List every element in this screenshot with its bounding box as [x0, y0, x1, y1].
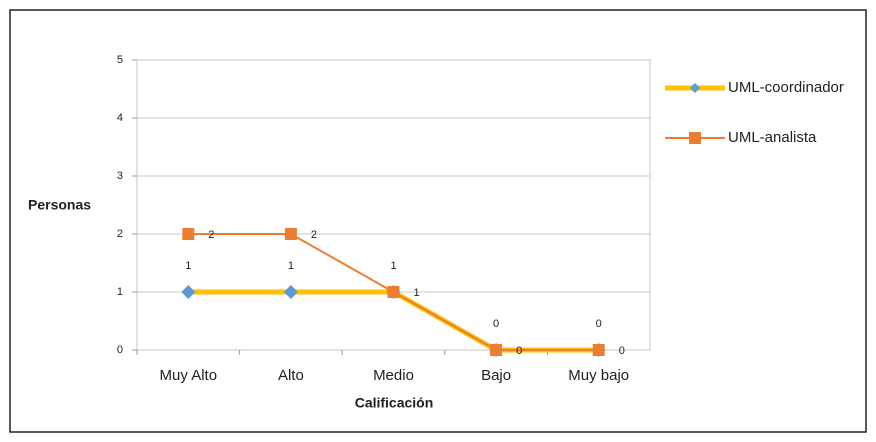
square-marker [592, 344, 605, 356]
y-tick-label: 4 [117, 112, 123, 124]
square-marker [284, 228, 297, 240]
x-tick-label: Alto [278, 367, 304, 384]
legend-label: UML-analista [728, 129, 817, 146]
data-label: 1 [185, 260, 191, 272]
y-tick-label: 5 [117, 54, 123, 66]
y-tick-label: 3 [117, 170, 123, 182]
x-axis-label: Calificación [355, 395, 434, 411]
legend-label: UML-coordinador [728, 79, 844, 96]
data-label: 0 [596, 318, 602, 330]
y-axis-label: Personas [28, 197, 91, 213]
x-tick-label: Muy bajo [568, 367, 629, 384]
y-tick-label: 1 [117, 286, 123, 298]
plot-area [136, 59, 651, 351]
square-marker [490, 344, 503, 356]
x-tick-label: Medio [373, 367, 414, 384]
diamond-marker [283, 285, 298, 299]
data-label: 0 [493, 318, 499, 330]
square-marker [387, 286, 400, 298]
legend-marker [689, 132, 701, 144]
diamond-marker [181, 285, 196, 299]
y-tick-label: 2 [117, 228, 123, 240]
legend-marker [690, 83, 700, 93]
data-label: 1 [390, 260, 396, 272]
data-label: 1 [288, 260, 294, 272]
data-label: 1 [414, 287, 420, 299]
data-label: 0 [516, 345, 522, 357]
data-label: 2 [311, 229, 317, 241]
x-tick-label: Muy Alto [160, 367, 218, 384]
square-marker [182, 228, 195, 240]
data-label: 0 [619, 345, 625, 357]
y-tick-label: 0 [117, 344, 123, 356]
x-tick-label: Bajo [481, 367, 511, 384]
data-label: 2 [208, 229, 214, 241]
